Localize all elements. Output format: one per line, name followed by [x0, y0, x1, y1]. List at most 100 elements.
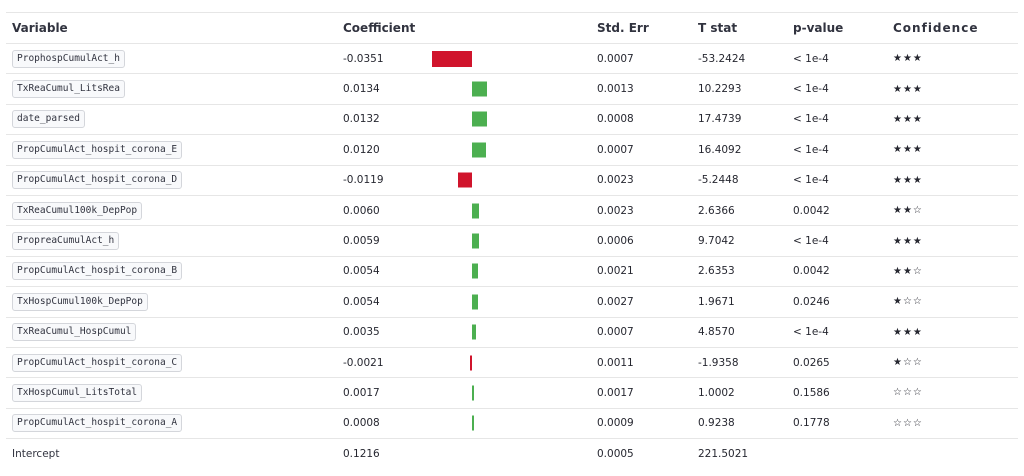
table-row: TxReaCumul_LitsRea 0.0134 0.0013 10.2293…: [6, 74, 1018, 105]
confidence-stars: ☆☆☆: [893, 387, 923, 399]
intercept-t-stat: 221.5021: [698, 448, 749, 461]
p-value: < 1e-4: [793, 113, 829, 126]
p-value: 0.0042: [793, 265, 830, 278]
coefficient-bar: [472, 324, 476, 340]
coefficient-bar: [431, 50, 472, 67]
p-value: < 1e-4: [793, 326, 829, 339]
confidence-stars: ★★★: [893, 174, 923, 186]
std-err-value: 0.0027: [597, 295, 634, 308]
t-stat-value: 17.4739: [698, 113, 742, 126]
variable-name: TxReaCumul_LitsRea: [12, 80, 125, 99]
coefficient-value: 0.0054: [343, 295, 380, 308]
p-value: 0.1778: [793, 417, 830, 430]
intercept-coefficient: 0.1216: [343, 448, 380, 461]
variable-name: TxReaCumul100k_DepPop: [12, 201, 143, 220]
header-confidence: Confidence: [893, 21, 979, 35]
coefficient-value: 0.0008: [343, 417, 380, 430]
p-value: < 1e-4: [793, 143, 829, 156]
table-row: TxHospCumul100k_DepPop 0.0054 0.0027 1.9…: [6, 287, 1018, 318]
t-stat-value: 9.7042: [698, 235, 735, 248]
variable-name: PropCumulAct_hospit_corona_D: [12, 171, 183, 190]
t-stat-value: 2.6366: [698, 204, 735, 217]
coefficient-value: 0.0132: [343, 113, 380, 126]
coefficient-bar: [472, 385, 474, 401]
table-body: ProphospCumulAct_h -0.0351 0.0007 -53.24…: [6, 44, 1018, 440]
coefficient-value: 0.0017: [343, 386, 380, 399]
confidence-stars: ★★☆: [893, 205, 923, 217]
coefficient-value: 0.0059: [343, 235, 380, 248]
t-stat-value: 0.9238: [698, 417, 735, 430]
coefficient-bar: [472, 81, 488, 97]
header-std-err: Std. Err: [597, 21, 649, 35]
coefficient-value: -0.0021: [343, 356, 384, 369]
t-stat-value: 10.2293: [698, 83, 742, 96]
confidence-stars: ★☆☆: [893, 296, 923, 308]
coefficient-bar: [469, 355, 472, 371]
table-header-row: Variable Coefficient Std. Err T stat p-v…: [6, 13, 1018, 44]
variable-name: ProphospCumulAct_h: [12, 49, 125, 68]
variable-name: PropreaCumulAct_h: [12, 232, 120, 251]
std-err-value: 0.0009: [597, 417, 634, 430]
variable-name: date_parsed: [12, 110, 85, 129]
t-stat-value: -1.9358: [698, 356, 739, 369]
coefficient-value: 0.0035: [343, 326, 380, 339]
confidence-stars: ★★★: [893, 113, 923, 125]
variable-name: TxReaCumul_HospCumul: [12, 323, 137, 342]
table-row: TxReaCumul100k_DepPop 0.0060 0.0023 2.63…: [6, 196, 1018, 227]
header-p-value: p-value: [793, 21, 844, 35]
intercept-label: Intercept: [12, 448, 60, 461]
coefficient-bar: [472, 142, 486, 158]
table-row: PropCumulAct_hospit_corona_B 0.0054 0.00…: [6, 257, 1018, 288]
confidence-stars: ★★★: [893, 83, 923, 95]
coefficient-bar: [458, 172, 472, 188]
p-value: 0.1586: [793, 386, 830, 399]
coefficient-value: -0.0351: [343, 52, 384, 65]
std-err-value: 0.0023: [597, 204, 634, 217]
coefficient-value: 0.0060: [343, 204, 380, 217]
coefficient-value: 0.0120: [343, 143, 380, 156]
table-row: PropreaCumulAct_h 0.0059 0.0006 9.7042 <…: [6, 226, 1018, 257]
table-row: PropCumulAct_hospit_corona_C -0.0021 0.0…: [6, 348, 1018, 379]
regression-coefficients-table: Variable Coefficient Std. Err T stat p-v…: [6, 12, 1018, 469]
table-row: ProphospCumulAct_h -0.0351 0.0007 -53.24…: [6, 44, 1018, 75]
p-value: < 1e-4: [793, 235, 829, 248]
table-row: PropCumulAct_hospit_corona_E 0.0120 0.00…: [6, 135, 1018, 166]
t-stat-value: 2.6353: [698, 265, 735, 278]
intercept-row: Intercept 0.1216 0.0005 221.5021: [6, 439, 1018, 469]
table-row: TxHospCumul_LitsTotal 0.0017 0.0017 1.00…: [6, 378, 1018, 409]
coefficient-bar: [472, 294, 479, 310]
std-err-value: 0.0013: [597, 83, 634, 96]
coefficient-value: 0.0134: [343, 83, 380, 96]
std-err-value: 0.0007: [597, 52, 634, 65]
std-err-value: 0.0007: [597, 326, 634, 339]
std-err-value: 0.0023: [597, 174, 634, 187]
coefficient-bar: [472, 233, 479, 249]
header-t-stat: T stat: [698, 21, 738, 35]
table-row: PropCumulAct_hospit_corona_A 0.0008 0.00…: [6, 409, 1018, 440]
confidence-stars: ★★★: [893, 144, 923, 156]
table-row: PropCumulAct_hospit_corona_D -0.0119 0.0…: [6, 166, 1018, 196]
t-stat-value: 16.4092: [698, 143, 742, 156]
confidence-stars: ★★☆: [893, 265, 923, 277]
intercept-std-err: 0.0005: [597, 448, 634, 461]
std-err-value: 0.0006: [597, 235, 634, 248]
variable-name: PropCumulAct_hospit_corona_B: [12, 262, 183, 281]
coefficient-bar: [472, 203, 479, 219]
header-coefficient: Coefficient: [343, 21, 416, 35]
p-value: < 1e-4: [793, 174, 829, 187]
variable-name: PropCumulAct_hospit_corona_E: [12, 140, 183, 159]
variable-name: TxHospCumul_LitsTotal: [12, 383, 143, 402]
t-stat-value: 4.8570: [698, 326, 735, 339]
std-err-value: 0.0011: [597, 356, 634, 369]
coefficient-value: -0.0119: [343, 174, 384, 187]
t-stat-value: -53.2424: [698, 52, 746, 65]
std-err-value: 0.0008: [597, 113, 634, 126]
p-value: < 1e-4: [793, 83, 829, 96]
confidence-stars: ★★★: [893, 326, 923, 338]
confidence-stars: ★★★: [893, 53, 923, 65]
table-row: date_parsed 0.0132 0.0008 17.4739 < 1e-4…: [6, 105, 1018, 136]
confidence-stars: ★★★: [893, 235, 923, 247]
coefficient-value: 0.0054: [343, 265, 380, 278]
t-stat-value: -5.2448: [698, 174, 739, 187]
confidence-stars: ☆☆☆: [893, 417, 923, 429]
